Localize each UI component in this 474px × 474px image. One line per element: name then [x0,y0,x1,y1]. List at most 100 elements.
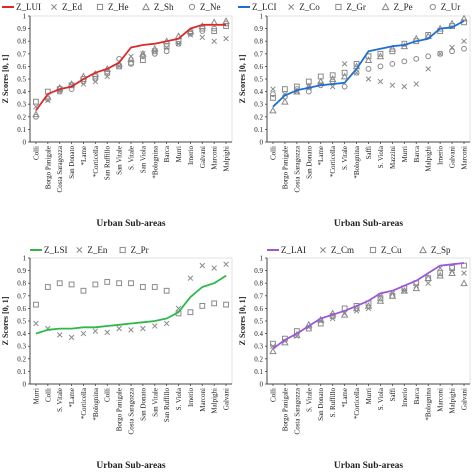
x-tick-label: Barca [413,145,421,162]
legend-label: Z_En [87,245,107,255]
data-point [92,281,99,288]
legend: Z_LCI Z_Co Z_Gr Z_Pe Z_Ur [238,2,460,12]
data-point [388,44,397,52]
legend-swatch [96,3,104,11]
legend-label: Z_LUI [16,2,41,12]
x-tick-label: San Ruffillo [104,146,112,181]
data-point [401,58,408,65]
data-point [460,14,468,22]
data-point [211,300,218,307]
y-axis-title: Z Scores [0, 1] [1,296,10,345]
y-tick-label: 0.4 [254,330,263,338]
y-tick-label: 0.2 [17,355,26,363]
y-tick-label: 0.7 [17,292,26,300]
x-tick-label: S. Viola [377,145,385,168]
y-tick-label: 0.6 [254,305,263,313]
data-point [377,50,384,57]
data-point [328,75,337,82]
data-point [269,347,277,355]
data-point [340,72,349,80]
data-point [461,262,467,269]
x-tick-label: *Lame [68,388,76,407]
data-point [317,320,324,327]
y-tick-label: 0.1 [17,126,26,134]
legend-swatch [288,4,295,10]
data-point [128,327,134,333]
y-tick-label: 0.6 [254,63,263,71]
data-point [281,97,289,105]
y-tick-label: 0.4 [17,330,26,338]
x-axis-title: Urban Sub-areas [96,461,166,471]
data-point [68,281,75,288]
data-point [187,30,194,37]
data-point [104,279,111,285]
data-point [33,320,39,327]
y-tick-label: 0.7 [254,292,263,300]
x-tick-label: *Corticella [353,387,361,419]
y-tick-label: 0.9 [254,25,263,33]
y-tick-label: 0.3 [17,101,26,109]
data-point [328,309,337,317]
data-point [305,88,312,95]
y-tick-label: 0.8 [254,280,263,288]
x-tick-label: S. Vitale [305,388,313,412]
x-tick-label: Colli [269,388,277,402]
legend-label: Z_He [108,2,129,12]
data-point [223,20,229,27]
data-point [116,325,122,332]
data-point [211,28,218,35]
x-tick-label: Marconi [437,388,445,412]
y-tick-label: 0 [23,139,27,147]
legend-swatch [142,2,150,11]
data-point [33,301,39,308]
data-point [163,287,170,294]
legend-swatch [188,3,196,11]
data-point [461,38,467,44]
data-point [377,78,384,85]
data-point [92,76,99,82]
x-tick-label: S. Vitale [128,146,136,170]
data-point [400,286,409,294]
x-tick-label: Galvani [461,388,469,410]
x-tick-label: *Bolognina [151,145,159,179]
x-axis-title: Urban Sub-areas [334,461,404,471]
y-tick-label: 0.8 [17,38,26,46]
chart-panel-lsi: 0 0.1 0.2 0.3 0.4 0.5 0.6 0.7 0.8 0.9 1 Murri Colli S… [1,245,233,471]
data-point [175,40,182,47]
series-Z_LSI [35,274,227,335]
data-point [139,57,146,64]
data-point [223,35,229,42]
x-tick-label: Malpighi [425,146,433,172]
series-Z_LAI [272,262,465,350]
data-point [33,113,39,120]
data-point [365,66,372,72]
x-tick-label: *Bolognina [353,145,361,179]
data-point [104,329,110,336]
x-tick-label: Marconi [199,388,207,412]
x-tick-label: *Lame [80,146,88,165]
legend-label: Z_LSI [44,245,68,255]
x-tick-label: Costa Saragozza [56,145,64,192]
data-point [223,301,229,308]
legend-label: Z_Pe [394,2,413,12]
x-tick-label: *Lame [341,388,349,407]
data-point [425,66,431,72]
y-tick-label: 0.1 [254,126,263,134]
x-tick-label: Costa Saragozza [293,145,301,192]
data-point [376,296,385,304]
data-point [377,295,384,302]
y-tick-label: 1 [23,13,27,21]
x-tick-label: S. Viola [377,387,385,410]
chart-panel-lui: 0 0.1 0.2 0.3 0.4 0.5 0.6 0.7 0.8 0.9 1 Colli Borgo … [1,2,233,229]
data-point [282,86,288,92]
x-tick-label: *Lame [317,146,325,165]
y-tick-label: 0.5 [254,318,263,326]
legend-label: Z_LAI [281,245,306,255]
y-tick-label: 0 [260,139,264,147]
y-tick-label: 0.7 [17,50,26,58]
y-axis-title: Z Scores [0, 1] [238,54,247,103]
x-tick-label: Malpighi [223,146,231,172]
data-point [388,291,397,299]
data-point [448,19,456,27]
